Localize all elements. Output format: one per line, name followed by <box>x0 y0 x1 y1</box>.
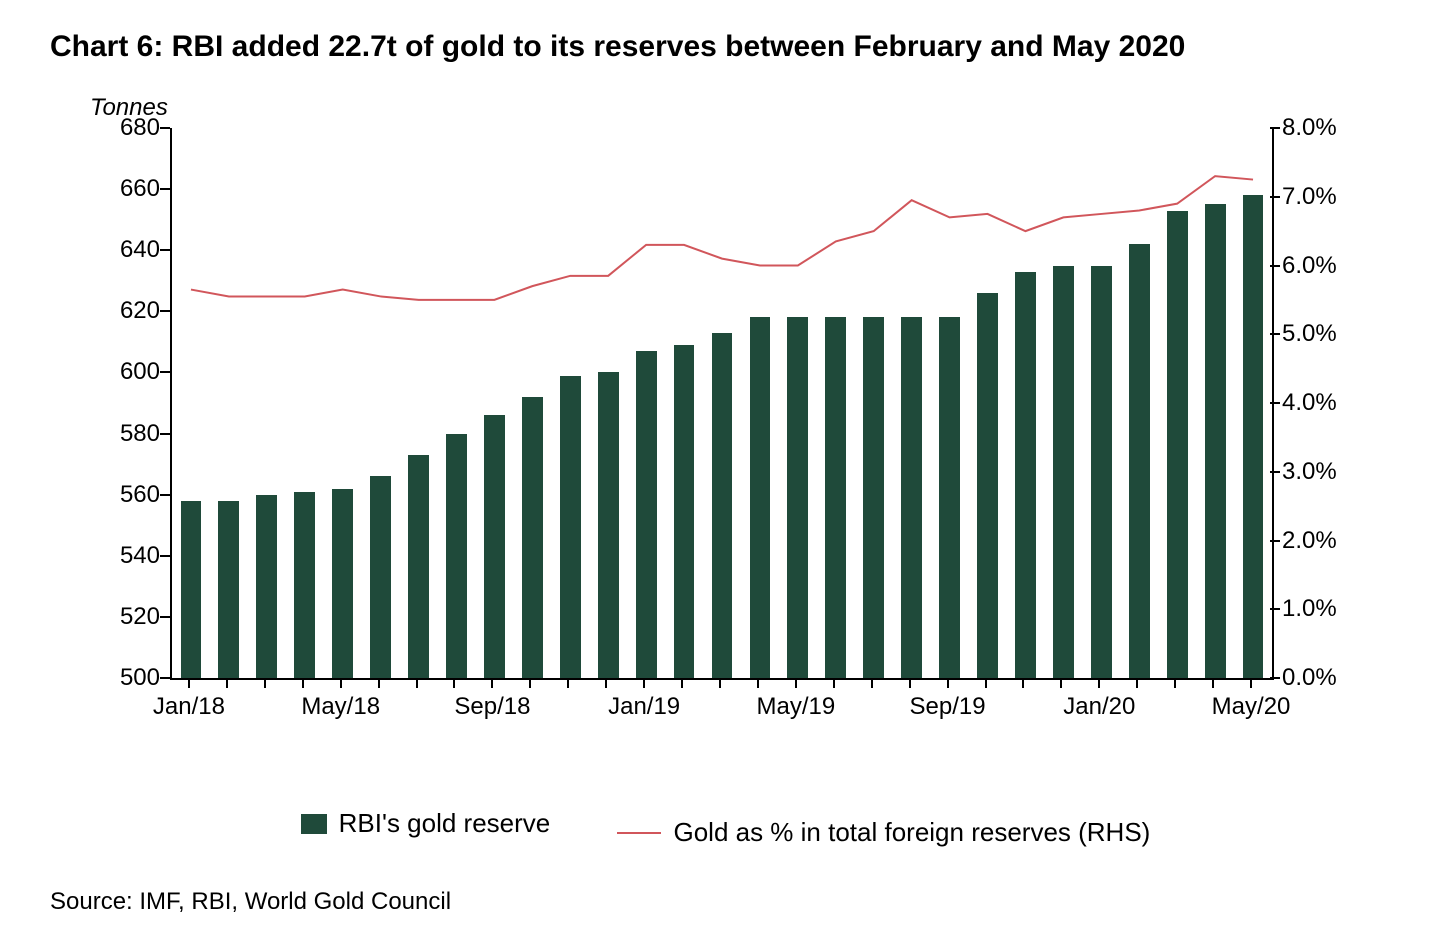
y-right-tick-label: 4.0% <box>1282 389 1337 417</box>
y-left-tick-label: 660 <box>50 175 160 203</box>
y-right-tick-label: 0.0% <box>1282 664 1337 692</box>
bar <box>825 317 846 678</box>
bar <box>484 415 505 678</box>
y-right-tick-label: 2.0% <box>1282 527 1337 555</box>
bar <box>939 317 960 678</box>
legend-bar-swatch <box>301 814 327 834</box>
legend-line-label: Gold as % in total foreign reserves (RHS… <box>673 817 1150 848</box>
x-tick-label: Jan/20 <box>1063 693 1135 721</box>
bar <box>1167 211 1188 679</box>
y-left-tick-label: 680 <box>50 114 160 142</box>
y-right-tick-label: 1.0% <box>1282 595 1337 623</box>
x-tick-label: May/20 <box>1212 693 1291 721</box>
bar <box>1243 195 1264 678</box>
plot-area <box>170 128 1274 680</box>
legend-bar-label: RBI's gold reserve <box>339 808 551 839</box>
bar <box>256 495 277 678</box>
y-right-tick-label: 5.0% <box>1282 320 1337 348</box>
y-left-tick-label: 580 <box>50 420 160 448</box>
bar <box>1053 266 1074 679</box>
source-text: Source: IMF, RBI, World Gold Council <box>50 888 1401 916</box>
bar <box>750 317 771 678</box>
legend: RBI's gold reserve Gold as % in total fo… <box>50 808 1401 848</box>
plot-wrapper: 5005205405605806006206406606800.0%1.0%2.… <box>50 128 1400 718</box>
bar <box>674 345 695 678</box>
legend-item-line: Gold as % in total foreign reserves (RHS… <box>617 817 1150 848</box>
y-right-tick-label: 3.0% <box>1282 458 1337 486</box>
y-right-tick-label: 6.0% <box>1282 252 1337 280</box>
bar <box>712 333 733 678</box>
chart-container: Chart 6: RBI added 22.7t of gold to its … <box>0 0 1441 945</box>
x-tick-label: Jan/19 <box>608 693 680 721</box>
bar <box>560 376 581 679</box>
x-tick-label: Sep/18 <box>454 693 530 721</box>
bar <box>863 317 884 678</box>
bar <box>787 317 808 678</box>
y-left-tick-label: 540 <box>50 542 160 570</box>
bar <box>901 317 922 678</box>
bar <box>181 501 202 678</box>
bar <box>636 351 657 678</box>
y-left-tick-label: 600 <box>50 358 160 386</box>
bar <box>370 476 391 678</box>
bar <box>598 372 619 678</box>
y-left-axis-title: Tonnes <box>90 94 1401 122</box>
bar <box>977 293 998 678</box>
bar <box>446 434 467 678</box>
bar <box>218 501 239 678</box>
x-tick-label: May/19 <box>757 693 836 721</box>
legend-line-swatch <box>617 832 661 834</box>
y-left-tick-label: 620 <box>50 297 160 325</box>
y-left-tick-label: 560 <box>50 481 160 509</box>
bar <box>332 489 353 678</box>
y-right-tick-label: 7.0% <box>1282 183 1337 211</box>
x-tick-label: May/18 <box>301 693 380 721</box>
y-left-tick-label: 500 <box>50 664 160 692</box>
y-right-tick-label: 8.0% <box>1282 114 1337 142</box>
bar <box>522 397 543 678</box>
bar <box>1015 272 1036 678</box>
y-left-tick-label: 640 <box>50 236 160 264</box>
chart-title: Chart 6: RBI added 22.7t of gold to its … <box>50 30 1401 64</box>
x-tick-label: Sep/19 <box>910 693 986 721</box>
y-left-tick-label: 520 <box>50 603 160 631</box>
bar <box>294 492 315 678</box>
x-tick-label: Jan/18 <box>153 693 225 721</box>
legend-item-bars: RBI's gold reserve <box>301 808 551 839</box>
bar <box>1091 266 1112 679</box>
bar <box>1129 244 1150 678</box>
bar <box>408 455 429 678</box>
bar <box>1205 204 1226 678</box>
